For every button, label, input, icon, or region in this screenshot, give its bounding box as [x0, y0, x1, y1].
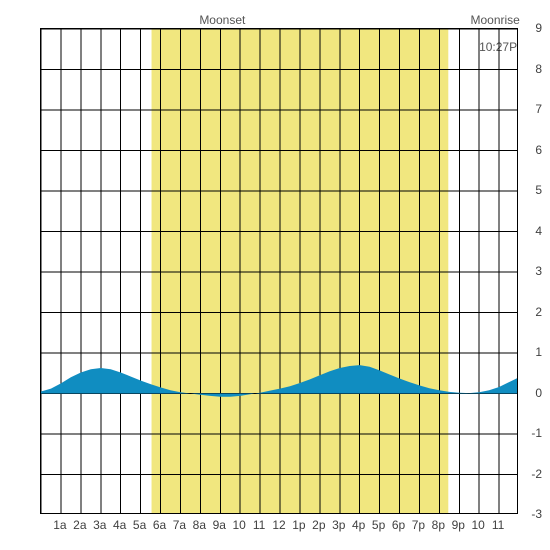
plot-area	[40, 28, 518, 514]
y-tick-label: -3	[522, 507, 542, 521]
y-tick-label: 1	[522, 345, 542, 359]
x-tick-label: 8a	[189, 518, 209, 532]
y-tick-label: 8	[522, 62, 542, 76]
x-tick-label: 6a	[150, 518, 170, 532]
x-tick-label: 10	[468, 518, 488, 532]
x-tick-label: 5p	[369, 518, 389, 532]
x-tick-label: 2a	[70, 518, 90, 532]
y-tick-label: 2	[522, 305, 542, 319]
y-tick-label: 9	[522, 21, 542, 35]
x-tick-label: 7a	[169, 518, 189, 532]
x-tick-label: 10	[229, 518, 249, 532]
y-tick-label: 3	[522, 264, 542, 278]
y-tick-label: -1	[522, 426, 542, 440]
moonset-title: Moonset	[199, 13, 245, 27]
x-tick-label: 2p	[309, 518, 329, 532]
y-tick-label: 7	[522, 102, 542, 116]
tide-chart: { "layout": { "width": 550, "height": 55…	[0, 0, 550, 550]
y-tick-label: -2	[522, 467, 542, 481]
x-tick-label: 5a	[130, 518, 150, 532]
x-tick-label: 7p	[408, 518, 428, 532]
x-tick-label: 6p	[389, 518, 409, 532]
y-tick-label: 5	[522, 183, 542, 197]
x-tick-label: 4p	[349, 518, 369, 532]
x-tick-label: 1p	[289, 518, 309, 532]
y-tick-label: 6	[522, 143, 542, 157]
x-tick-label: 12	[269, 518, 289, 532]
x-tick-label: 3p	[329, 518, 349, 532]
moonrise-title: Moonrise	[470, 13, 519, 27]
x-tick-label: 8p	[428, 518, 448, 532]
x-tick-label: 1a	[50, 518, 70, 532]
x-tick-label: 9a	[209, 518, 229, 532]
plot-svg	[41, 29, 518, 514]
x-tick-label: 11	[488, 518, 508, 532]
y-tick-label: 0	[522, 386, 542, 400]
x-tick-label: 3a	[90, 518, 110, 532]
y-tick-label: 4	[522, 224, 542, 238]
x-tick-label: 4a	[110, 518, 130, 532]
x-tick-label: 11	[249, 518, 269, 532]
x-tick-label: 9p	[448, 518, 468, 532]
